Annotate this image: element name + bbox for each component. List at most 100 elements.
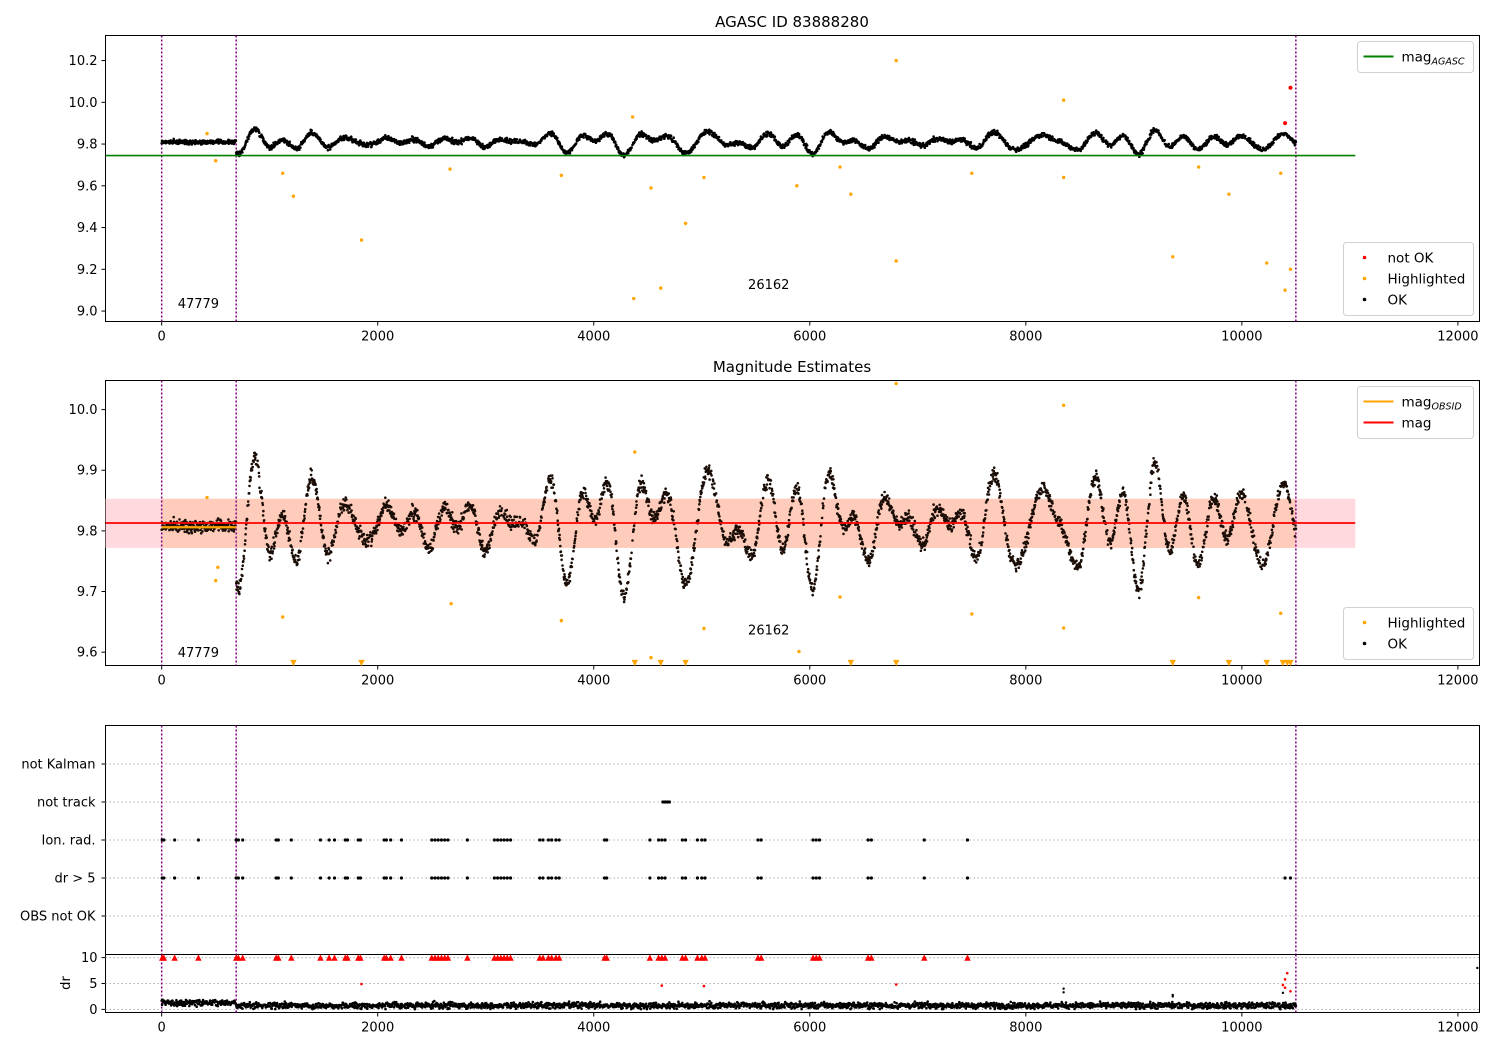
ok-point [624, 591, 628, 595]
ok-point [672, 519, 675, 522]
ok-point [601, 493, 605, 496]
x-tick-label: 2000 [361, 674, 394, 689]
ok-point [1258, 145, 1262, 149]
ok-point [285, 524, 288, 527]
ok-point [328, 148, 332, 151]
ok-point [533, 536, 536, 540]
ok-point [913, 138, 917, 141]
ok-point [379, 141, 382, 144]
ok-point [366, 544, 370, 548]
ok-point [296, 562, 299, 566]
highlighted-point [795, 184, 799, 188]
ok-point [241, 564, 244, 567]
ok-point [559, 544, 562, 548]
ok-point [536, 534, 539, 537]
ok-point [677, 556, 681, 559]
legend-dot-swatch [1362, 276, 1367, 281]
highlighted-point [1061, 98, 1066, 102]
ok-point [405, 527, 409, 530]
ok-point [452, 530, 456, 534]
x-tick-label: 6000 [793, 674, 826, 689]
ok-point [708, 478, 711, 481]
ok-point [553, 492, 556, 495]
ok-point [591, 512, 594, 516]
ok-point [786, 143, 790, 146]
ok-point [676, 550, 680, 553]
ok-point [752, 551, 756, 555]
ok-point [614, 528, 617, 532]
ok-point [265, 536, 269, 539]
highlighted-point [659, 286, 663, 290]
ok-point [242, 557, 246, 560]
ok-point [247, 134, 251, 138]
ok-point [310, 129, 314, 132]
ok-point [556, 519, 559, 522]
ok-point [288, 538, 292, 541]
ok-point [432, 535, 436, 539]
ok-point [550, 474, 554, 477]
ok-point [805, 144, 809, 147]
ok-point [640, 474, 643, 477]
ok-point [535, 539, 538, 542]
ok-point [246, 500, 250, 503]
ok-point [1109, 146, 1113, 149]
ok-point [622, 600, 626, 604]
ok-point [299, 539, 303, 543]
ok-point [710, 483, 714, 486]
y-tick-label: 9.8 [77, 524, 98, 539]
ok-point [315, 487, 318, 491]
ok-point [227, 518, 230, 521]
ok-point [242, 554, 245, 558]
ok-point [741, 536, 744, 540]
highlighted-point [559, 173, 564, 178]
ok-point [969, 140, 973, 144]
ok-point [477, 528, 481, 531]
ok-point [332, 539, 336, 543]
ok-point [963, 137, 966, 140]
ok-point [357, 526, 361, 530]
panel-agasc: AGASC ID 83888280 0 2000 4000 6000 8000 10000… [69, 13, 1480, 345]
ok-point [260, 497, 264, 500]
highlighted-point [894, 259, 898, 263]
ok-point [570, 565, 574, 569]
ok-point [617, 561, 620, 565]
ok-point [669, 498, 673, 501]
ok-point [534, 543, 537, 547]
ok-point [689, 568, 693, 571]
ok-point [245, 518, 249, 521]
ok-point [498, 514, 501, 518]
y-tick-label: 10.0 [69, 96, 98, 111]
panel-title: Magnitude Estimates [713, 358, 871, 376]
ok-point [331, 543, 335, 547]
ok-point [773, 501, 777, 505]
ok-point [299, 550, 302, 553]
ok-point [676, 546, 680, 549]
ok-point [718, 515, 721, 518]
ok-point [294, 553, 297, 557]
ok-point [783, 545, 787, 549]
ok-point [319, 524, 323, 527]
ok-point [525, 524, 529, 528]
ok-point [384, 496, 387, 500]
y-tick-label: 9.7 [77, 585, 98, 600]
highlighted-point [280, 171, 285, 175]
ok-point [241, 151, 244, 154]
ok-point [190, 531, 194, 535]
ok-point [877, 141, 880, 144]
ok-point [1217, 135, 1220, 139]
ok-point [674, 527, 677, 531]
ok-point [528, 537, 532, 540]
ok-point [460, 142, 464, 146]
ok-point [440, 514, 444, 517]
ok-point [643, 486, 647, 489]
y-tick-label: 9.8 [77, 138, 98, 153]
ok-point [488, 145, 491, 149]
ok-point [517, 525, 520, 528]
ok-point [612, 510, 615, 513]
ok-point [473, 509, 477, 513]
ok-point [512, 518, 515, 522]
ok-point [328, 559, 332, 562]
highlighted-point [702, 175, 706, 180]
ok-point [310, 469, 314, 472]
ok-point [1150, 133, 1153, 136]
